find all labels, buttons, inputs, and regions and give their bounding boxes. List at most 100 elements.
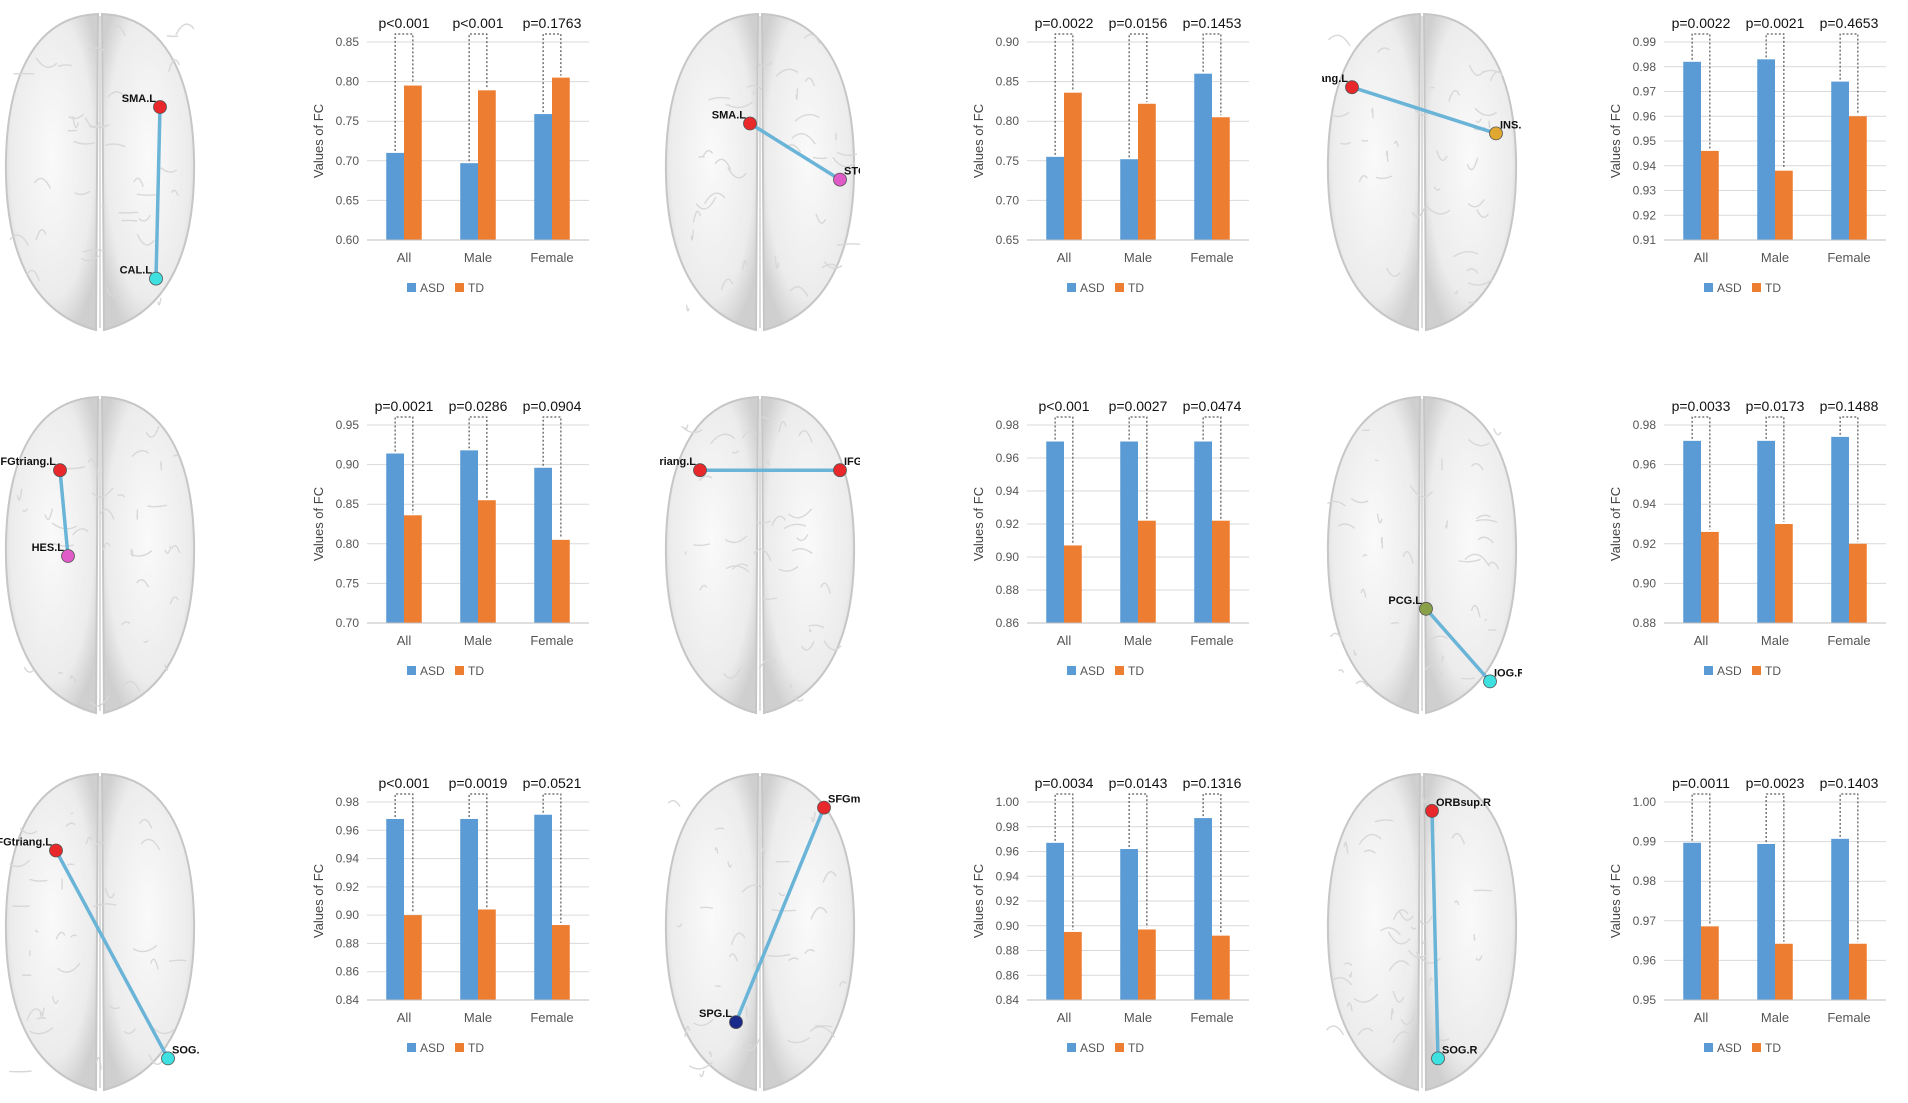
y-tick-label: 0.98 — [996, 820, 1020, 834]
brain-svg: SMA.LSTG.R — [660, 8, 860, 338]
p-value-label: p=0.0286 — [449, 398, 508, 414]
roi-label: SFGmed.R — [828, 794, 860, 806]
y-tick-label: 0.75 — [996, 154, 1020, 168]
roi-label: CAL.L — [120, 265, 153, 277]
gyrus-line — [67, 864, 74, 865]
legend-label-asd: ASD — [420, 664, 445, 678]
y-tick-label: 0.91 — [1633, 233, 1657, 247]
bar-td — [1701, 926, 1719, 1000]
legend-swatch-td — [1752, 666, 1761, 675]
x-tick-label: Female — [530, 1010, 573, 1025]
bar-asd — [534, 114, 552, 240]
roi-label: IFGtriang.L — [0, 456, 56, 468]
y-tick-label: 0.96 — [1633, 458, 1657, 472]
bar-chart-svg: Values of FC0.840.860.880.900.920.940.96… — [965, 760, 1255, 1090]
p-value-label: p=0.4653 — [1820, 15, 1879, 31]
y-tick-label: 0.92 — [1633, 537, 1657, 551]
y-tick-label: 0.99 — [1633, 835, 1657, 849]
y-axis-label: Values of FC — [311, 104, 326, 178]
gyrus-line — [687, 305, 689, 311]
roi-label: HES.L — [32, 542, 65, 554]
bar-td — [1064, 932, 1082, 1000]
bar-td — [1701, 532, 1719, 623]
y-axis-label: Values of FC — [1608, 487, 1623, 561]
x-tick-label: Female — [1190, 1010, 1233, 1025]
bar-chart-svg: Values of FC0.860.880.900.920.940.960.98… — [965, 383, 1255, 713]
roi-label: PCG.L — [1388, 595, 1422, 607]
p-value-label: p=0.1403 — [1820, 775, 1879, 791]
left-hemisphere — [6, 397, 98, 713]
p-value-label: p=0.1453 — [1183, 15, 1242, 31]
bar-chart-svg: Values of FC0.650.700.750.800.850.90p=0.… — [965, 0, 1255, 330]
x-tick-label: Female — [1190, 633, 1233, 648]
y-tick-label: 0.98 — [336, 795, 360, 809]
bar-asd — [1831, 82, 1849, 240]
bar-td — [1849, 544, 1867, 623]
bar-td — [1775, 944, 1793, 1000]
legend-label-asd: ASD — [420, 1041, 445, 1055]
y-tick-label: 0.94 — [336, 852, 360, 866]
x-tick-label: Male — [1761, 250, 1789, 265]
gyrus-line — [161, 462, 162, 470]
x-tick-label: Male — [1124, 250, 1152, 265]
bar-asd — [534, 815, 552, 1000]
y-axis-label: Values of FC — [1608, 104, 1623, 178]
y-tick-label: 0.88 — [1633, 616, 1657, 630]
legend-swatch-asd — [1704, 666, 1713, 675]
y-tick-label: 0.96 — [1633, 109, 1657, 123]
roi-label: IOG.R — [1494, 667, 1522, 679]
y-tick-label: 0.94 — [996, 484, 1020, 498]
gyrus-line — [137, 194, 156, 195]
x-tick-label: Female — [1827, 633, 1870, 648]
y-tick-label: 0.97 — [1633, 914, 1657, 928]
bar-asd — [1120, 442, 1138, 624]
y-axis-label: Values of FC — [971, 487, 986, 561]
y-tick-label: 0.86 — [336, 965, 360, 979]
y-tick-label: 0.75 — [336, 114, 360, 128]
gyrus-line — [1494, 428, 1501, 434]
y-tick-label: 0.90 — [996, 550, 1020, 564]
brain-svg: SFGmed.RSPG.L — [660, 768, 860, 1098]
gyrus-line — [119, 212, 139, 213]
y-axis-label: Values of FC — [971, 104, 986, 178]
p-value-label: p<0.001 — [379, 15, 430, 31]
legend-label-asd: ASD — [1717, 1041, 1742, 1055]
roi-label: STG.R — [844, 166, 860, 178]
bar-td — [1138, 104, 1156, 240]
bar-td — [552, 925, 570, 1000]
right-hemisphere — [762, 774, 854, 1090]
y-tick-label: 0.88 — [336, 936, 360, 950]
legend-swatch-asd — [1704, 1043, 1713, 1052]
bar-chart-svg: Values of FC0.910.920.930.940.950.960.97… — [1602, 0, 1892, 330]
y-tick-label: 0.80 — [996, 114, 1020, 128]
y-tick-label: 0.84 — [336, 993, 360, 1007]
x-tick-label: All — [1057, 250, 1072, 265]
bar-asd — [1046, 442, 1064, 624]
y-tick-label: 0.90 — [1633, 576, 1657, 590]
bar-asd — [1683, 843, 1701, 1000]
gyrus-line — [1327, 1026, 1344, 1035]
right-hemisphere — [762, 397, 854, 713]
gyrus-line — [158, 298, 161, 305]
bar-asd — [1831, 839, 1849, 1000]
bar-td — [552, 78, 570, 240]
legend-swatch-asd — [407, 283, 416, 292]
p-value-label: p=0.0011 — [1672, 775, 1730, 791]
y-axis-label: Values of FC — [311, 864, 326, 938]
gyrus-line — [791, 685, 792, 689]
bar-asd — [1194, 442, 1212, 624]
roi-label: ORBsup.R — [1436, 797, 1491, 809]
gyrus-line — [700, 1071, 704, 1077]
y-tick-label: 0.85 — [336, 35, 360, 49]
legend-label-asd: ASD — [420, 281, 445, 295]
legend-swatch-asd — [1067, 1043, 1076, 1052]
right-hemisphere — [762, 14, 854, 330]
x-tick-label: Male — [464, 1010, 492, 1025]
x-tick-label: Female — [1827, 1010, 1870, 1025]
